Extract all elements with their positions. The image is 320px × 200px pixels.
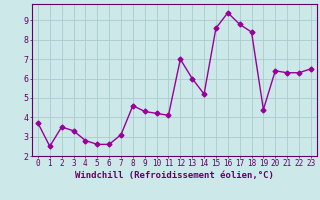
- X-axis label: Windchill (Refroidissement éolien,°C): Windchill (Refroidissement éolien,°C): [75, 171, 274, 180]
